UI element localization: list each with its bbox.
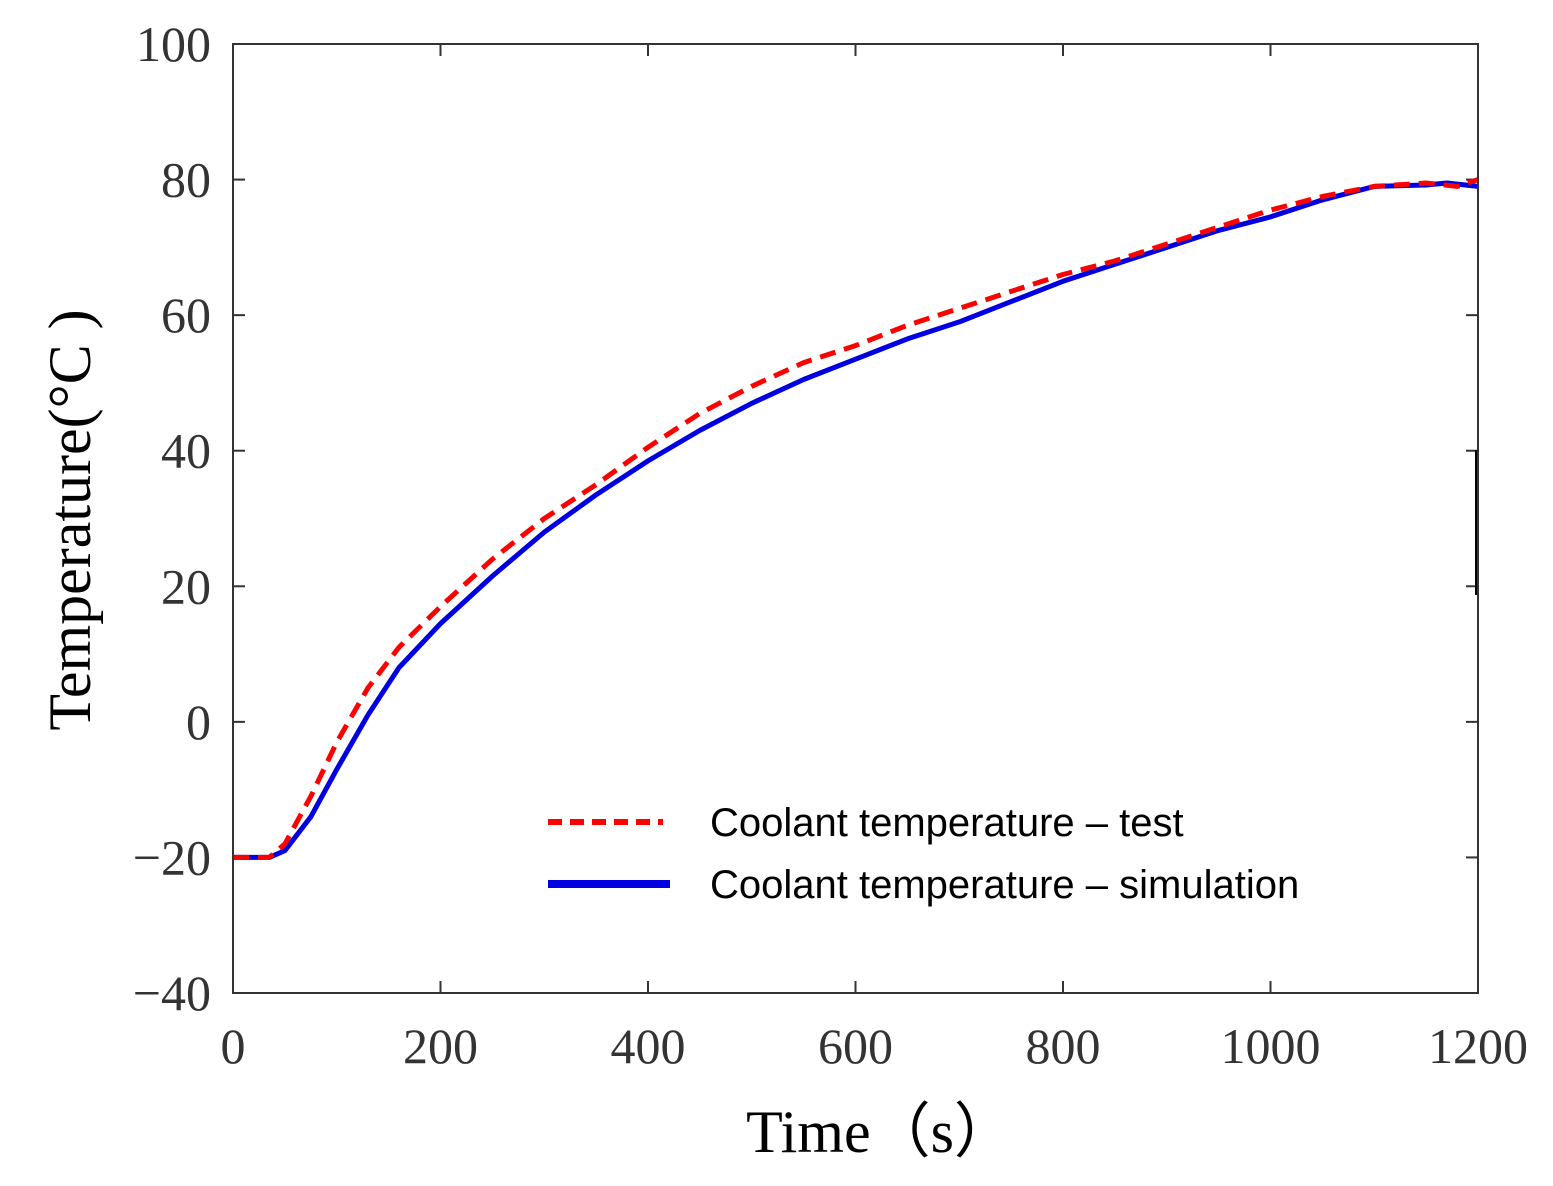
- plot-frame: [232, 43, 1479, 994]
- y-tick-label: 60: [161, 287, 211, 343]
- series-layer: [233, 177, 1479, 860]
- legend: Coolant temperature – test Coolant tempe…: [548, 801, 1299, 907]
- y-tick-label: −40: [133, 965, 211, 1021]
- x-axis-title: Time（s）: [746, 1099, 1014, 1165]
- legend-label-test: Coolant temperature – test: [710, 801, 1184, 845]
- y-tick-label: 80: [161, 152, 211, 208]
- y-tick-label: 20: [161, 558, 211, 614]
- x-tick-label: 600: [818, 1018, 893, 1074]
- x-tick-label: 1000: [1221, 1018, 1321, 1074]
- x-tick-label: 400: [611, 1018, 686, 1074]
- y-tick-label: 0: [186, 694, 211, 750]
- y-tick-label: −20: [133, 829, 211, 885]
- legend-label-simulation: Coolant temperature – simulation: [710, 863, 1299, 907]
- x-tick-label: 1200: [1428, 1018, 1528, 1074]
- y-tick-label: 40: [161, 423, 211, 479]
- series-line-simulation: [233, 180, 1479, 860]
- series-line-test: [233, 177, 1479, 860]
- x-tick-label: 200: [403, 1018, 478, 1074]
- x-tick-label: 800: [1026, 1018, 1101, 1074]
- x-tick-label: 0: [221, 1018, 246, 1074]
- y-axis-title: Temperature(°C ): [37, 309, 103, 730]
- y-tick-label: 100: [136, 16, 211, 72]
